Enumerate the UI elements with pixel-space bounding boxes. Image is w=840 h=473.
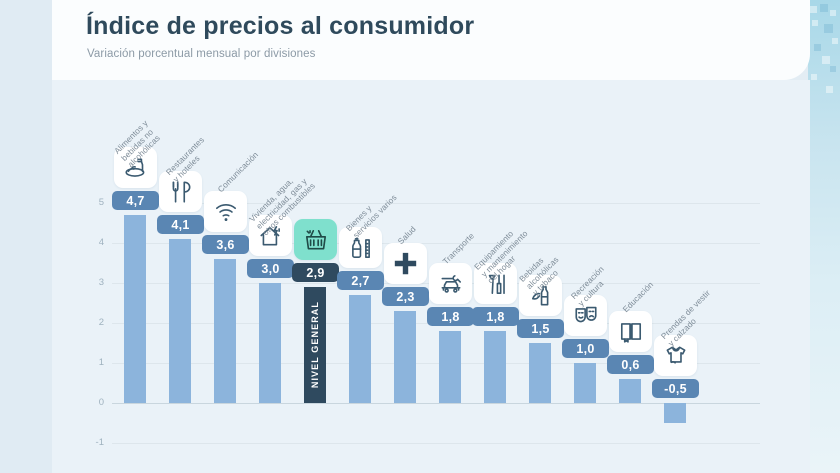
bar[interactable] <box>664 403 686 423</box>
y-axis-tick-label: 4 <box>98 237 104 248</box>
toiletries-icon <box>339 227 382 268</box>
bar-group[interactable]: 4,7 Alimentos y bebidas no alcohólicas <box>112 80 162 473</box>
y-axis-tick-label: -1 <box>95 437 104 448</box>
medical-cross-icon <box>384 243 427 284</box>
y-axis-tick-label: 2 <box>98 317 104 328</box>
gridline <box>112 243 760 244</box>
tshirt-shoe-icon <box>654 335 697 376</box>
value-badge: 0,6 <box>607 355 654 374</box>
bar-group[interactable]: 1,0 Recreación y cultura <box>562 80 609 473</box>
wifi-icon <box>204 191 247 232</box>
general-bar-label-wrap: NIVEL GENERAL <box>304 287 326 403</box>
y-axis-tick-label: 3 <box>98 277 104 288</box>
chart-panel: 5 4 3 2 1 0 -1 4,7 Alimentos y bebidas no alco… <box>52 80 810 473</box>
bar-group[interactable]: 2,3 Salud <box>382 80 429 473</box>
bar[interactable] <box>349 295 371 403</box>
fork-restaurant-icon <box>159 171 202 212</box>
bar[interactable] <box>619 379 641 403</box>
category-label: Educación <box>621 280 656 315</box>
bar[interactable] <box>574 363 596 403</box>
shopping-basket-icon <box>294 219 337 260</box>
bar-group[interactable]: 4,1 Restaurantes y hoteles <box>157 80 206 473</box>
value-badge: -0,5 <box>652 379 699 398</box>
value-badge: 2,3 <box>382 287 429 306</box>
pixel-pattern-decoration <box>808 0 840 473</box>
bar-group[interactable]: 0,6 Educación <box>607 80 656 473</box>
value-badge: 3,6 <box>202 235 249 254</box>
y-axis-tick-label: 0 <box>98 397 104 408</box>
tools-icon <box>474 263 517 304</box>
header-card: Índice de precios al consumidor Variació… <box>52 0 810 80</box>
open-book-icon <box>609 311 652 352</box>
bar[interactable] <box>169 239 191 403</box>
bar-group[interactable]: 3,6 Comunicación <box>202 80 260 473</box>
value-badge: 4,1 <box>157 215 204 234</box>
value-badge: 1,8 <box>472 307 519 326</box>
left-edge-decoration <box>0 0 52 473</box>
bar-group[interactable]: 2,7 Bienes y servicios varios <box>337 80 398 473</box>
bar[interactable] <box>214 259 236 403</box>
bar[interactable] <box>529 343 551 403</box>
y-axis-tick-label: 5 <box>98 197 104 208</box>
bar-group[interactable]: 1,8 Equipamiento y mantenimiento del hog… <box>472 80 529 473</box>
page-subtitle: Variación porcentual mensual por divisio… <box>87 48 316 60</box>
value-badge: 4,7 <box>112 191 159 210</box>
bar[interactable] <box>394 311 416 403</box>
category-label: Transporte <box>441 231 477 267</box>
bar-group[interactable]: NIVEL GENERAL 2,9 <box>292 80 339 473</box>
theater-masks-icon <box>564 295 607 336</box>
general-bar-label: NIVEL GENERAL <box>310 301 320 389</box>
house-energy-icon <box>249 215 292 256</box>
bar[interactable] <box>304 287 326 403</box>
gridline <box>112 203 760 204</box>
food-bottle-icon <box>114 147 157 188</box>
gridline <box>112 363 760 364</box>
value-badge: 2,7 <box>337 271 384 290</box>
bar[interactable] <box>439 331 461 403</box>
bar-group[interactable]: -0,5 Prendas de vestir y calzado <box>652 80 712 473</box>
car-wrench-icon <box>429 263 472 304</box>
value-badge: 2,9 <box>292 263 339 282</box>
bar[interactable] <box>259 283 281 403</box>
bar[interactable] <box>124 215 146 403</box>
value-badge: 3,0 <box>247 259 294 278</box>
bar-group[interactable]: 1,8 Transporte <box>427 80 477 473</box>
value-badge: 1,5 <box>517 319 564 338</box>
value-badge: 1,8 <box>427 307 474 326</box>
gridline <box>112 403 760 404</box>
bar-group[interactable]: 3,0 Vivienda, agua, electricidad, gas y … <box>247 80 317 473</box>
bar-group[interactable]: 1,5 Bebidas alcohólicas y tabaco <box>517 80 564 473</box>
gridline <box>112 443 760 444</box>
y-axis-tick-label: 1 <box>98 357 104 368</box>
chart-plot-area: 4,7 Alimentos y bebidas no alcohólicas 4,… <box>52 80 810 473</box>
value-badge: 1,0 <box>562 339 609 358</box>
bottle-drink-icon <box>519 275 562 316</box>
bar[interactable] <box>484 331 506 403</box>
page-title: Índice de precios al consumidor <box>86 12 475 40</box>
